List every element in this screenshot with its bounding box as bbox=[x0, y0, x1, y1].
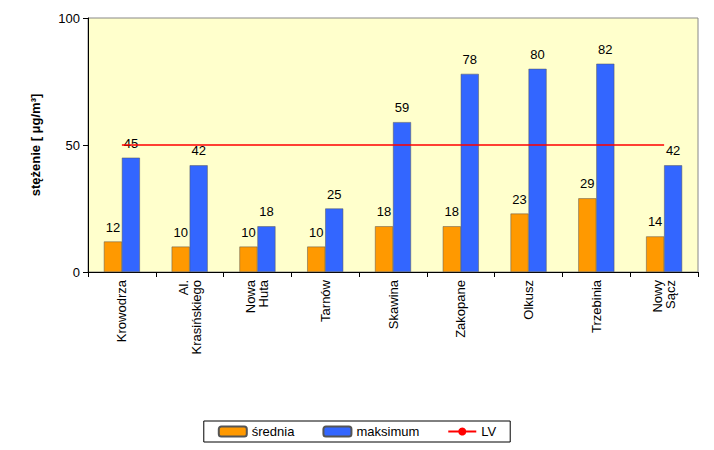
svg-text:Krasińskiego: Krasińskiego bbox=[189, 280, 204, 354]
svg-text:0: 0 bbox=[73, 265, 80, 280]
svg-text:50: 50 bbox=[66, 138, 80, 153]
svg-text:10: 10 bbox=[173, 225, 187, 240]
svg-text:12: 12 bbox=[106, 220, 120, 235]
svg-text:42: 42 bbox=[191, 143, 206, 159]
svg-text:Sącz: Sącz bbox=[663, 280, 678, 309]
svg-text:45: 45 bbox=[124, 136, 138, 151]
svg-text:82: 82 bbox=[598, 42, 612, 57]
svg-text:średnia: średnia bbox=[252, 424, 295, 439]
svg-text:23: 23 bbox=[512, 192, 526, 207]
svg-text:59: 59 bbox=[395, 100, 409, 115]
svg-text:maksimum: maksimum bbox=[356, 424, 419, 439]
svg-text:18: 18 bbox=[377, 204, 391, 219]
svg-text:Olkusz: Olkusz bbox=[521, 280, 536, 320]
svg-text:100: 100 bbox=[58, 11, 80, 26]
svg-text:Trzebinia: Trzebinia bbox=[589, 279, 604, 333]
svg-text:10: 10 bbox=[309, 225, 323, 240]
svg-text:Tarnów: Tarnów bbox=[318, 279, 333, 322]
svg-text:80: 80 bbox=[530, 47, 544, 62]
svg-text:Krowodrza: Krowodrza bbox=[114, 279, 129, 342]
svg-text:42: 42 bbox=[666, 143, 680, 158]
svg-text:29: 29 bbox=[580, 176, 594, 191]
svg-text:Al.: Al. bbox=[175, 280, 191, 296]
svg-text:Nowy: Nowy bbox=[650, 280, 666, 313]
svg-text:25: 25 bbox=[327, 187, 341, 202]
svg-text:Huta: Huta bbox=[256, 279, 271, 307]
svg-text:Zakopane: Zakopane bbox=[453, 280, 468, 338]
svg-text:stężenie [ μg/m³]: stężenie [ μg/m³] bbox=[28, 94, 43, 197]
svg-text:78: 78 bbox=[463, 52, 477, 67]
svg-text:14: 14 bbox=[648, 214, 662, 229]
svg-text:18: 18 bbox=[259, 204, 273, 219]
svg-text:10: 10 bbox=[241, 225, 255, 240]
svg-text:LV: LV bbox=[481, 424, 496, 439]
svg-text:18: 18 bbox=[445, 204, 459, 219]
svg-text:Nowa: Nowa bbox=[243, 280, 259, 314]
svg-text:Skawina: Skawina bbox=[386, 279, 401, 329]
